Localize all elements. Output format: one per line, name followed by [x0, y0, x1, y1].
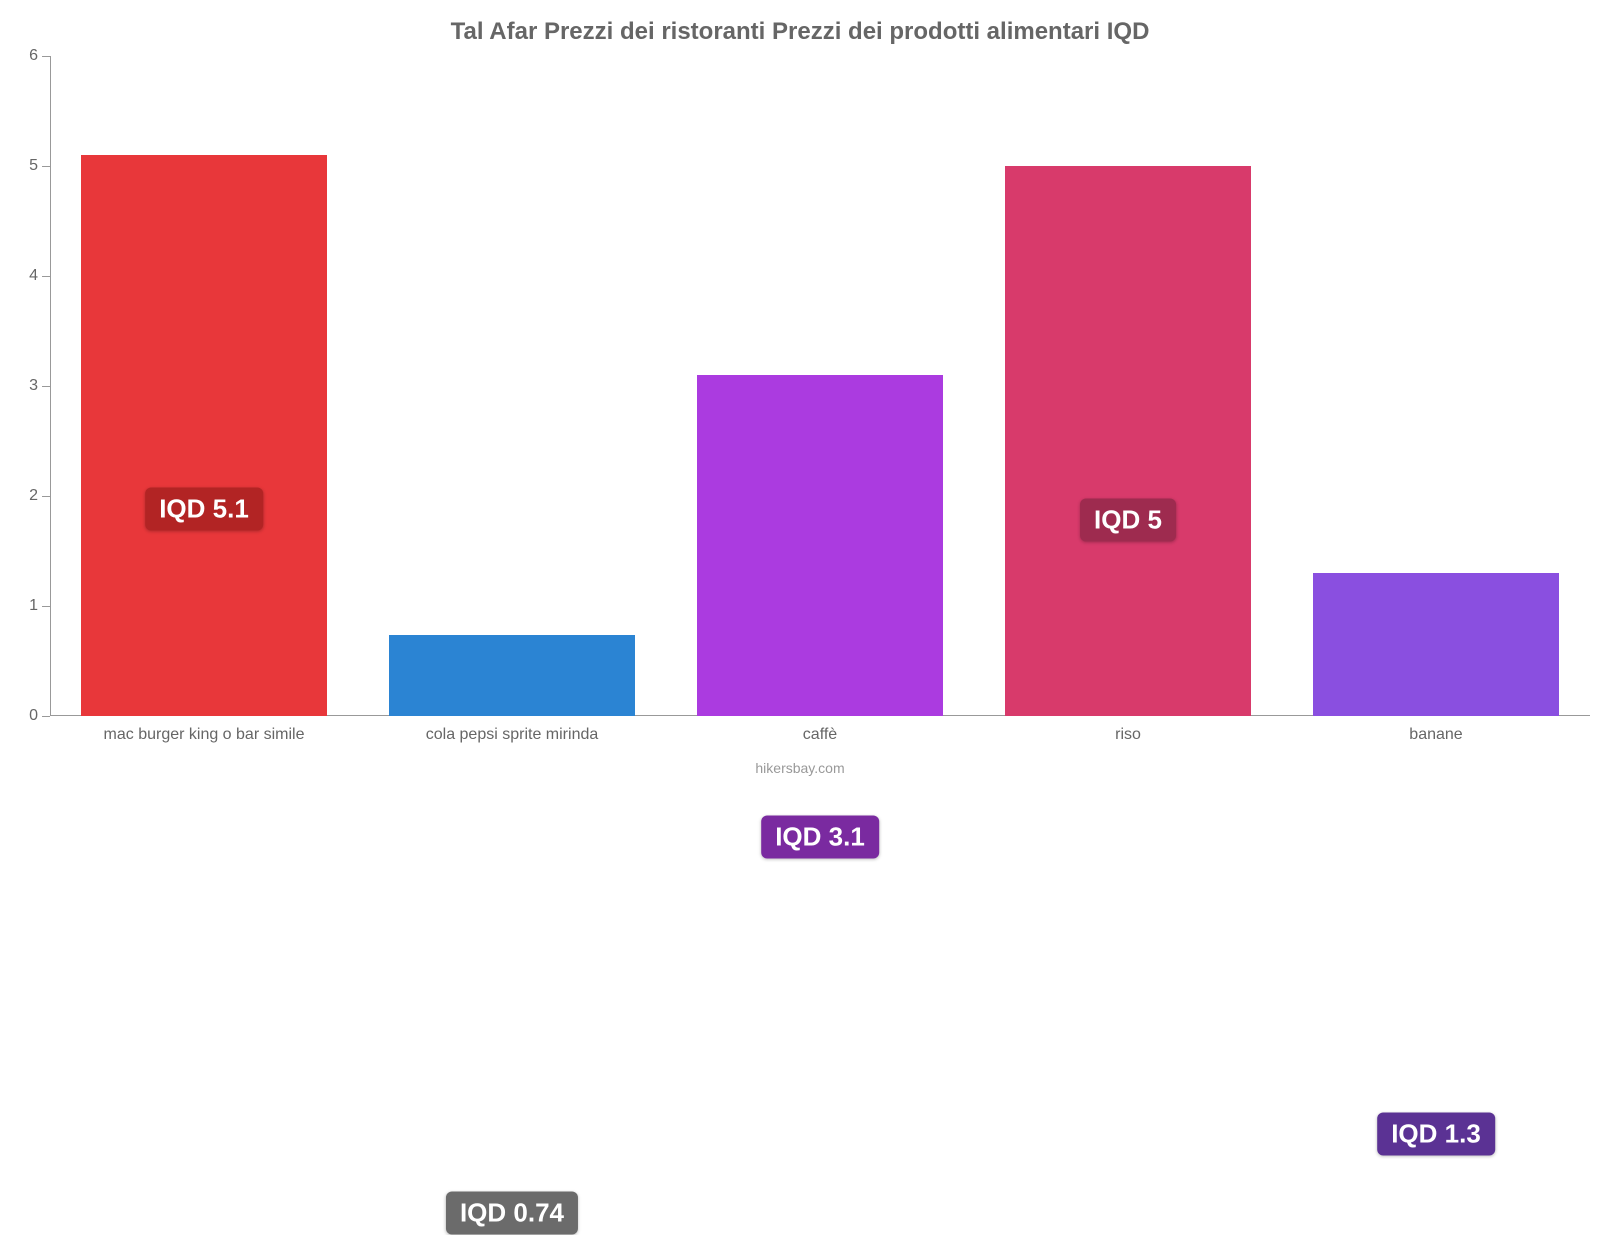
value-badge: IQD 0.74: [446, 1192, 578, 1235]
y-tick-label: 3: [29, 377, 50, 395]
x-tick-label: riso: [1115, 716, 1141, 744]
x-tick-label: cola pepsi sprite mirinda: [426, 716, 599, 744]
y-tick-label: 5: [29, 157, 50, 175]
x-tick-label: caffè: [803, 716, 837, 744]
y-tick-label: 2: [29, 487, 50, 505]
bar: IQD 5: [1005, 166, 1251, 716]
y-tick-label: 6: [29, 47, 50, 65]
value-badge: IQD 1.3: [1377, 1113, 1495, 1156]
x-tick-label: mac burger king o bar simile: [104, 716, 305, 744]
value-badge: IQD 3.1: [761, 816, 879, 859]
bar: IQD 3.1: [697, 375, 943, 716]
y-tick-label: 4: [29, 267, 50, 285]
bar: IQD 1.3: [1313, 573, 1559, 716]
value-badge: IQD 5.1: [145, 488, 263, 531]
bar: IQD 0.74: [389, 635, 635, 716]
bars-layer: IQD 5.1 IQD 0.74 IQD 3.1 IQD 5 IQD 1.3: [50, 56, 1590, 716]
x-tick-label: banane: [1409, 716, 1462, 744]
source-label: hikersbay.com: [20, 760, 1580, 776]
y-tick-label: 1: [29, 597, 50, 615]
value-badge: IQD 5: [1080, 499, 1176, 542]
chart-title: Tal Afar Prezzi dei ristoranti Prezzi de…: [20, 18, 1580, 46]
bar: IQD 5.1: [81, 155, 327, 716]
chart-container: Tal Afar Prezzi dei ristoranti Prezzi de…: [0, 0, 1600, 800]
plot-area: IQD 5.1IQD 0.74IQD 3.1IQD 5IQD 1.3 01234…: [50, 56, 1590, 716]
y-tick-label: 0: [29, 707, 50, 725]
